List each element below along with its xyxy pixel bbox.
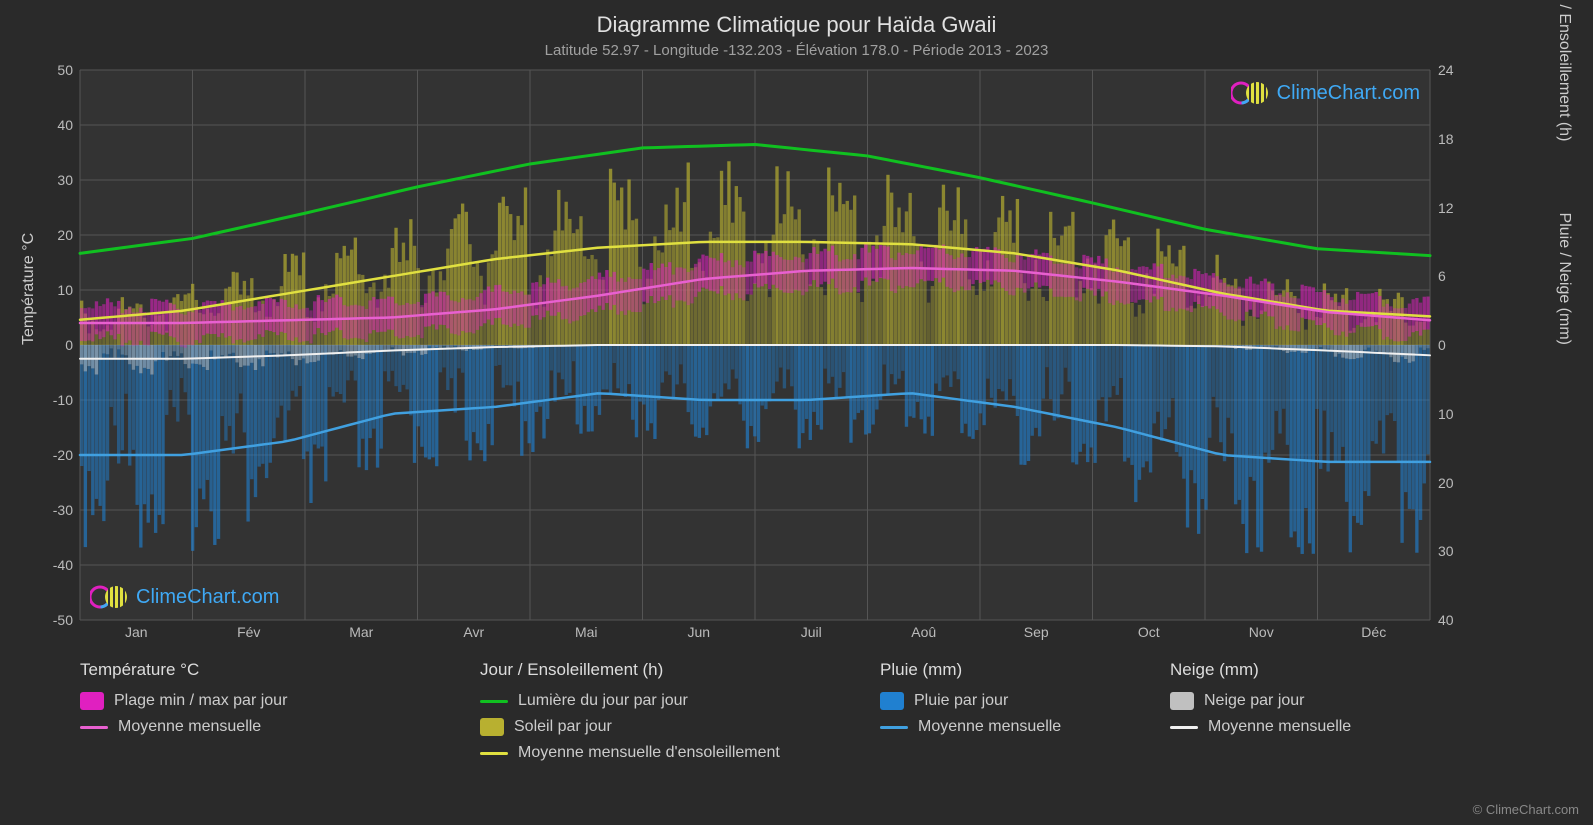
swatch-temp-avg xyxy=(80,726,108,729)
plot-area: ClimeChart.com ClimeChart.com xyxy=(80,70,1430,620)
legend-item-sunshine: Soleil par jour xyxy=(480,718,880,736)
swatch-rain xyxy=(880,692,904,710)
legend-item-temp-range: Plage min / max par jour xyxy=(80,692,480,710)
xtick-month: Sep xyxy=(1024,624,1049,640)
ytick-left: 20 xyxy=(23,227,73,243)
ytick-left: 10 xyxy=(23,282,73,298)
swatch-snow xyxy=(1170,692,1194,710)
ytick-right-hours: 18 xyxy=(1438,131,1488,147)
legend-col-temperature: Température °C Plage min / max par jour … xyxy=(80,660,480,762)
watermark-bottom: ClimeChart.com xyxy=(90,584,279,610)
ytick-right-hours: 0 xyxy=(1438,337,1488,353)
legend-item-daylight: Lumière du jour par jour xyxy=(480,692,880,710)
ytick-left: 50 xyxy=(23,62,73,78)
ytick-left: -10 xyxy=(23,392,73,408)
ytick-left: 40 xyxy=(23,117,73,133)
xtick-month: Aoû xyxy=(911,624,936,640)
legend-header-rain: Pluie (mm) xyxy=(880,660,1170,680)
legend-header-temp: Température °C xyxy=(80,660,480,680)
legend-header-snow: Neige (mm) xyxy=(1170,660,1470,680)
swatch-sunshine-avg xyxy=(480,752,508,755)
ytick-left: 0 xyxy=(23,337,73,353)
xtick-month: Jun xyxy=(687,624,710,640)
xtick-month: Fév xyxy=(237,624,260,640)
legend-item-temp-avg: Moyenne mensuelle xyxy=(80,718,480,736)
ytick-left: -50 xyxy=(23,612,73,628)
ytick-left: -30 xyxy=(23,502,73,518)
swatch-rain-avg xyxy=(880,726,908,729)
xtick-month: Nov xyxy=(1249,624,1274,640)
xtick-month: Mai xyxy=(575,624,598,640)
ytick-left: -20 xyxy=(23,447,73,463)
xtick-month: Juil xyxy=(801,624,822,640)
swatch-daylight xyxy=(480,700,508,703)
legend-item-snow: Neige par jour xyxy=(1170,692,1470,710)
legend-col-daylight: Jour / Ensoleillement (h) Lumière du jou… xyxy=(480,660,880,762)
xtick-month: Déc xyxy=(1361,624,1386,640)
chart-title: Diagramme Climatique pour Haïda Gwaii xyxy=(0,0,1593,38)
legend-col-snow: Neige (mm) Neige par jour Moyenne mensue… xyxy=(1170,660,1470,762)
swatch-sunshine xyxy=(480,718,504,736)
copyright-text: © ClimeChart.com xyxy=(1473,802,1579,817)
climate-chart-container: Diagramme Climatique pour Haïda Gwaii La… xyxy=(0,0,1593,825)
swatch-snow-avg xyxy=(1170,726,1198,729)
xtick-month: Mar xyxy=(349,624,373,640)
xtick-month: Jan xyxy=(125,624,148,640)
ytick-right-hours: 12 xyxy=(1438,200,1488,216)
legend-item-sunshine-avg: Moyenne mensuelle d'ensoleillement xyxy=(480,744,880,762)
legend-item-snow-avg: Moyenne mensuelle xyxy=(1170,718,1470,736)
ytick-right-hours: 24 xyxy=(1438,62,1488,78)
legend-header-day: Jour / Ensoleillement (h) xyxy=(480,660,880,680)
chart-subtitle: Latitude 52.97 - Longitude -132.203 - Él… xyxy=(0,38,1593,59)
ytick-right-hours: 6 xyxy=(1438,268,1488,284)
lines-svg xyxy=(80,70,1430,620)
legend-item-rain: Pluie par jour xyxy=(880,692,1170,710)
ytick-right-mm: 10 xyxy=(1438,406,1488,422)
swatch-temp-range xyxy=(80,692,104,710)
climechart-logo-icon xyxy=(1231,80,1271,106)
ytick-left: -40 xyxy=(23,557,73,573)
ytick-right-mm: 40 xyxy=(1438,612,1488,628)
y-axis-right-label: Jour / Ensoleillement (h) Pluie / Neige … xyxy=(1555,0,1573,345)
ytick-left: 30 xyxy=(23,172,73,188)
ytick-right-mm: 20 xyxy=(1438,475,1488,491)
ytick-right-mm: 30 xyxy=(1438,543,1488,559)
climechart-logo-icon xyxy=(90,584,130,610)
legend-col-rain: Pluie (mm) Pluie par jour Moyenne mensue… xyxy=(880,660,1170,762)
legend-item-rain-avg: Moyenne mensuelle xyxy=(880,718,1170,736)
xtick-month: Oct xyxy=(1138,624,1160,640)
xtick-month: Avr xyxy=(463,624,484,640)
watermark-top: ClimeChart.com xyxy=(1231,80,1420,106)
legend: Température °C Plage min / max par jour … xyxy=(80,660,1530,762)
